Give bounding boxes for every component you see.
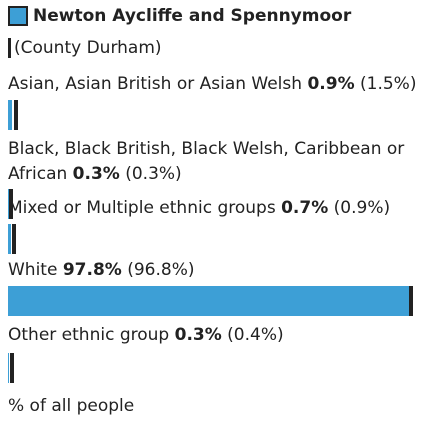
bar [8, 189, 10, 219]
bar [8, 100, 12, 130]
value-label: 0.3% [174, 325, 222, 345]
legend-comparison: (County Durham) [8, 38, 162, 58]
category-name: Asian, Asian British or Asian Welsh [8, 74, 308, 94]
comparison-value-label: (1.5%) [354, 74, 417, 94]
bar-track [8, 224, 422, 254]
comparison-marker [9, 189, 14, 219]
category-label: Black, Black British, Black Welsh, Carib… [8, 137, 422, 187]
bar-track [8, 189, 422, 219]
legend-comparison-label: (County Durham) [14, 38, 162, 58]
bar [8, 286, 413, 316]
comparison-value-label: (96.8%) [121, 260, 195, 280]
value-label: 97.8% [62, 260, 122, 280]
comparison-marker [9, 353, 14, 383]
legend-primary-label: Newton Aycliffe and Spennymoor [33, 6, 352, 26]
category-name: Mixed or Multiple ethnic groups [8, 198, 282, 218]
bar [8, 224, 11, 254]
value-label: 0.9% [307, 74, 355, 94]
category-label: White 97.8% (96.8%) [8, 258, 422, 283]
x-axis-label: % of all people [8, 396, 135, 416]
value-label: 0.7% [281, 198, 329, 218]
bar-track [8, 100, 422, 130]
legend-primary: Newton Aycliffe and Spennymoor [8, 6, 351, 26]
comparison-marker [14, 100, 19, 130]
value-label: 0.3% [72, 164, 120, 184]
comparison-marker [408, 286, 413, 316]
bar-track [8, 353, 422, 383]
category-name: White [8, 260, 63, 280]
legend-comparison-swatch [8, 38, 11, 58]
category-name: Black, Black British, Black Welsh, Carib… [8, 139, 405, 184]
category-label: Asian, Asian British or Asian Welsh 0.9%… [8, 72, 422, 97]
category-label: Mixed or Multiple ethnic groups 0.7% (0.… [8, 196, 422, 221]
comparison-value-label: (0.3%) [119, 164, 182, 184]
category-name: Other ethnic group [8, 325, 175, 345]
category-label: Other ethnic group 0.3% (0.4%) [8, 323, 422, 348]
comparison-value-label: (0.4%) [221, 325, 284, 345]
bar-track [8, 286, 422, 316]
comparison-marker [11, 224, 16, 254]
comparison-value-label: (0.9%) [328, 198, 391, 218]
legend-primary-swatch [8, 6, 28, 26]
bar [8, 353, 10, 383]
